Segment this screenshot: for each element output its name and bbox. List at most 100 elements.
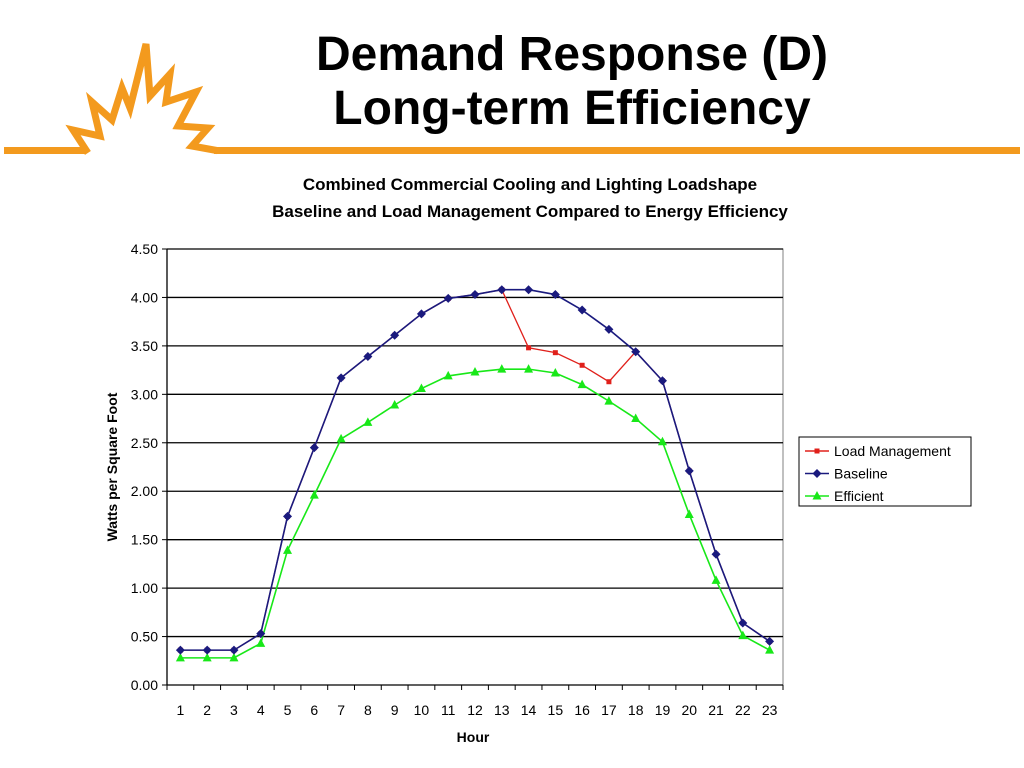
baseline-point	[470, 290, 480, 300]
efficient-point	[256, 638, 266, 647]
load-management-point	[526, 345, 532, 351]
x-tick-label: 10	[414, 702, 430, 718]
x-tick-label: 19	[655, 702, 671, 718]
baseline-line	[180, 288, 771, 651]
efficient-point	[336, 433, 346, 443]
baseline-point	[175, 645, 185, 655]
x-tick-label: 21	[708, 702, 724, 718]
efficient-point	[443, 370, 453, 380]
x-tick-label: 4	[257, 702, 265, 718]
baseline-point	[604, 324, 614, 334]
efficient-point	[363, 417, 373, 426]
efficient-point	[416, 383, 426, 393]
y-tick-label: 0.00	[131, 677, 158, 693]
legend-efficient-marker	[812, 491, 822, 500]
efficient-point	[497, 364, 507, 373]
x-tick-label: 8	[364, 702, 372, 718]
baseline-point	[711, 549, 721, 559]
efficient-point	[631, 413, 641, 423]
y-tick-label: 3.50	[131, 338, 158, 354]
baseline-point	[202, 645, 212, 655]
efficient-point	[765, 645, 775, 654]
baseline-point	[738, 618, 748, 628]
y-tick-label: 3.00	[131, 386, 158, 402]
x-tick-label: 11	[441, 702, 456, 718]
y-tick-label: 4.50	[131, 241, 158, 257]
efficient-point	[283, 545, 293, 554]
baseline-point	[390, 330, 400, 340]
legend-baseline-label: Baseline	[834, 466, 888, 482]
slide-title-line-2: Long-term Efficiency	[333, 82, 811, 135]
legend-load-management-marker	[814, 448, 820, 454]
y-tick-label: 0.50	[131, 629, 158, 645]
baseline-point	[577, 305, 587, 315]
slide-title-line-1: Demand Response (D)	[315, 28, 829, 81]
efficient-point	[229, 652, 239, 662]
x-tick-label: 6	[310, 702, 318, 718]
x-axis-label: Hour	[457, 729, 490, 745]
y-tick-label: 1.00	[131, 580, 158, 596]
x-tick-label: 22	[735, 702, 751, 718]
efficient-line	[180, 368, 770, 659]
legend-load-management-label: Load Management	[834, 443, 951, 459]
load-management-point	[606, 379, 612, 385]
chart-title-line-1: Combined Commercial Cooling and Lighting…	[302, 175, 758, 194]
baseline-point	[684, 466, 694, 476]
plot-area	[166, 248, 784, 686]
chart-title-line-2: Baseline and Load Management Compared to…	[272, 202, 788, 221]
x-tick-label: 23	[762, 702, 778, 718]
baseline-point	[256, 629, 266, 639]
baseline-point	[631, 347, 641, 357]
x-tick-label: 18	[628, 702, 644, 718]
efficient-point	[309, 490, 319, 499]
chart-title: Combined Commercial Cooling and Lighting…	[180, 171, 880, 225]
x-tick-label: 13	[494, 702, 510, 718]
efficient-point	[524, 364, 534, 373]
x-tick-label: 17	[601, 702, 617, 718]
load-management-point	[552, 350, 558, 356]
x-tick-label: 14	[521, 702, 537, 718]
y-tick-label: 2.50	[131, 435, 158, 451]
baseline-point	[443, 293, 453, 303]
y-tick-label: 4.00	[131, 289, 158, 305]
baseline-point	[336, 373, 346, 383]
baseline-point	[229, 645, 239, 655]
x-tick-label: 5	[284, 702, 292, 718]
header-rule-right	[214, 147, 1020, 154]
load-management-point	[579, 362, 585, 368]
baseline-point	[416, 309, 426, 319]
y-tick-label: 1.50	[131, 532, 158, 548]
baseline-point	[657, 376, 667, 386]
baseline-point	[309, 443, 319, 453]
slide-title: Demand Response (D) Long-term Efficiency	[214, 28, 930, 136]
x-tick-label: 20	[681, 702, 697, 718]
efficient-point	[175, 652, 185, 662]
baseline-point	[524, 285, 534, 295]
efficient-point	[390, 399, 400, 409]
x-tick-label: 3	[230, 702, 238, 718]
legend-baseline-marker	[812, 469, 822, 478]
x-tick-label: 1	[176, 702, 184, 718]
baseline-point	[363, 352, 373, 362]
efficient-point	[684, 509, 694, 518]
efficient-point	[738, 630, 748, 640]
x-tick-label: 2	[203, 702, 211, 718]
efficient-point	[202, 652, 212, 662]
x-tick-label: 16	[574, 702, 590, 718]
efficient-point	[577, 379, 587, 389]
x-tick-label: 12	[467, 702, 483, 718]
legend	[798, 436, 972, 507]
baseline-point	[497, 285, 507, 295]
efficient-point	[657, 436, 667, 446]
baseline-point	[283, 511, 293, 521]
efficient-point	[604, 396, 614, 405]
sunburst-logo	[65, 43, 219, 155]
header-rule-left	[4, 147, 86, 154]
efficient-point	[550, 368, 560, 377]
y-tick-label: 2.00	[131, 483, 158, 499]
efficient-point	[470, 367, 480, 376]
legend-efficient-label: Efficient	[834, 488, 884, 504]
y-axis-label: Watts per Square Foot	[104, 392, 120, 541]
x-tick-label: 15	[548, 702, 564, 718]
